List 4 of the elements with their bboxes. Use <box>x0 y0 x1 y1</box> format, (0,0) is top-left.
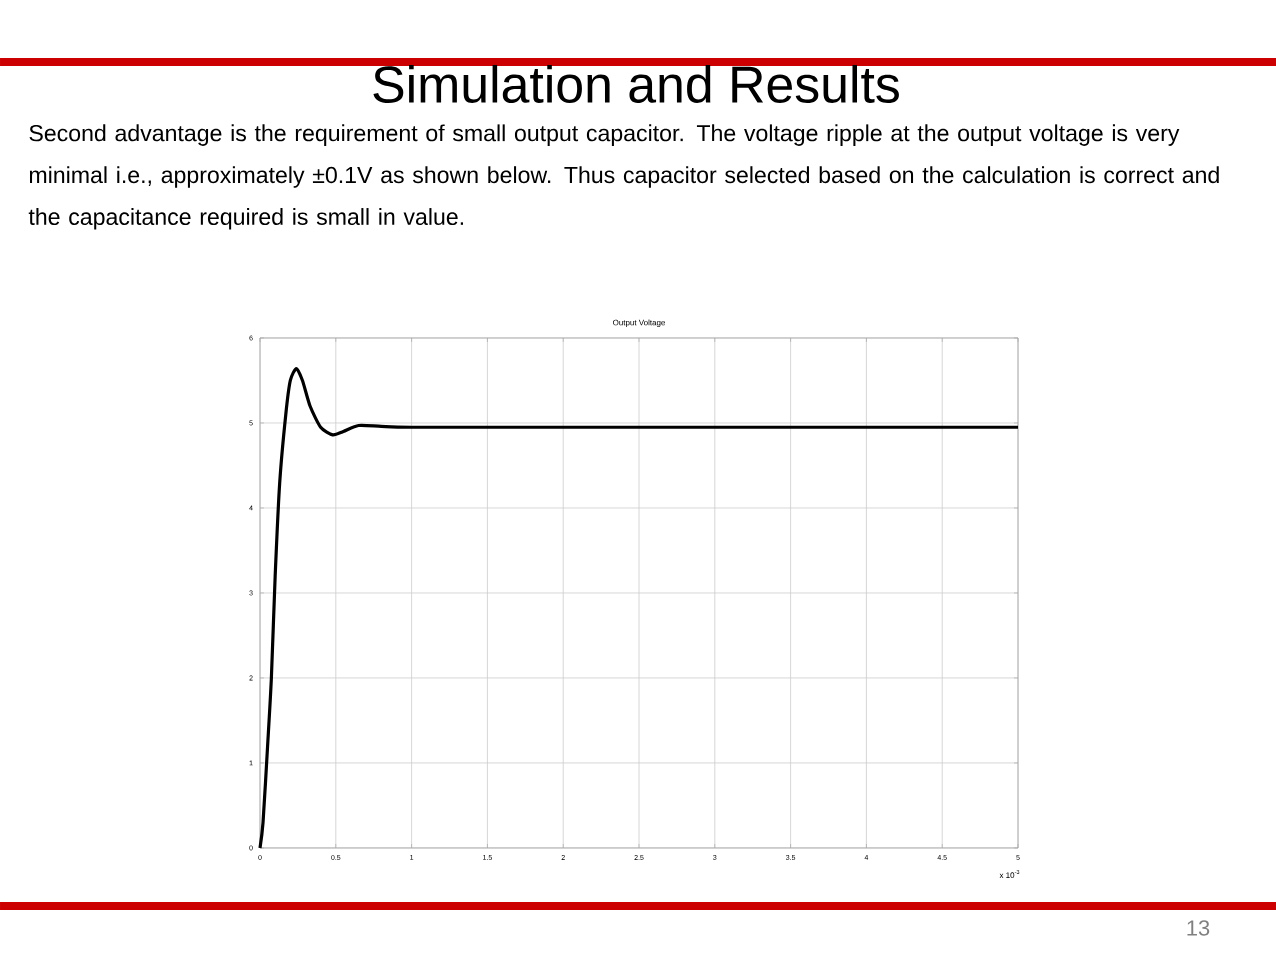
chart-title: Simulation and Results <box>373 64 899 103</box>
text: 13 <box>1187 920 1210 936</box>
text: Second advantage is the requirement of small output capacitor. The voltage ripple at the output voltage is very minimal i.e., approximately ±0.1V as shown below. Thus capacitor selected based on the calculation is correct and the capacitance required is small in value. <box>28 124 1219 230</box>
line-series <box>258 366 1020 850</box>
